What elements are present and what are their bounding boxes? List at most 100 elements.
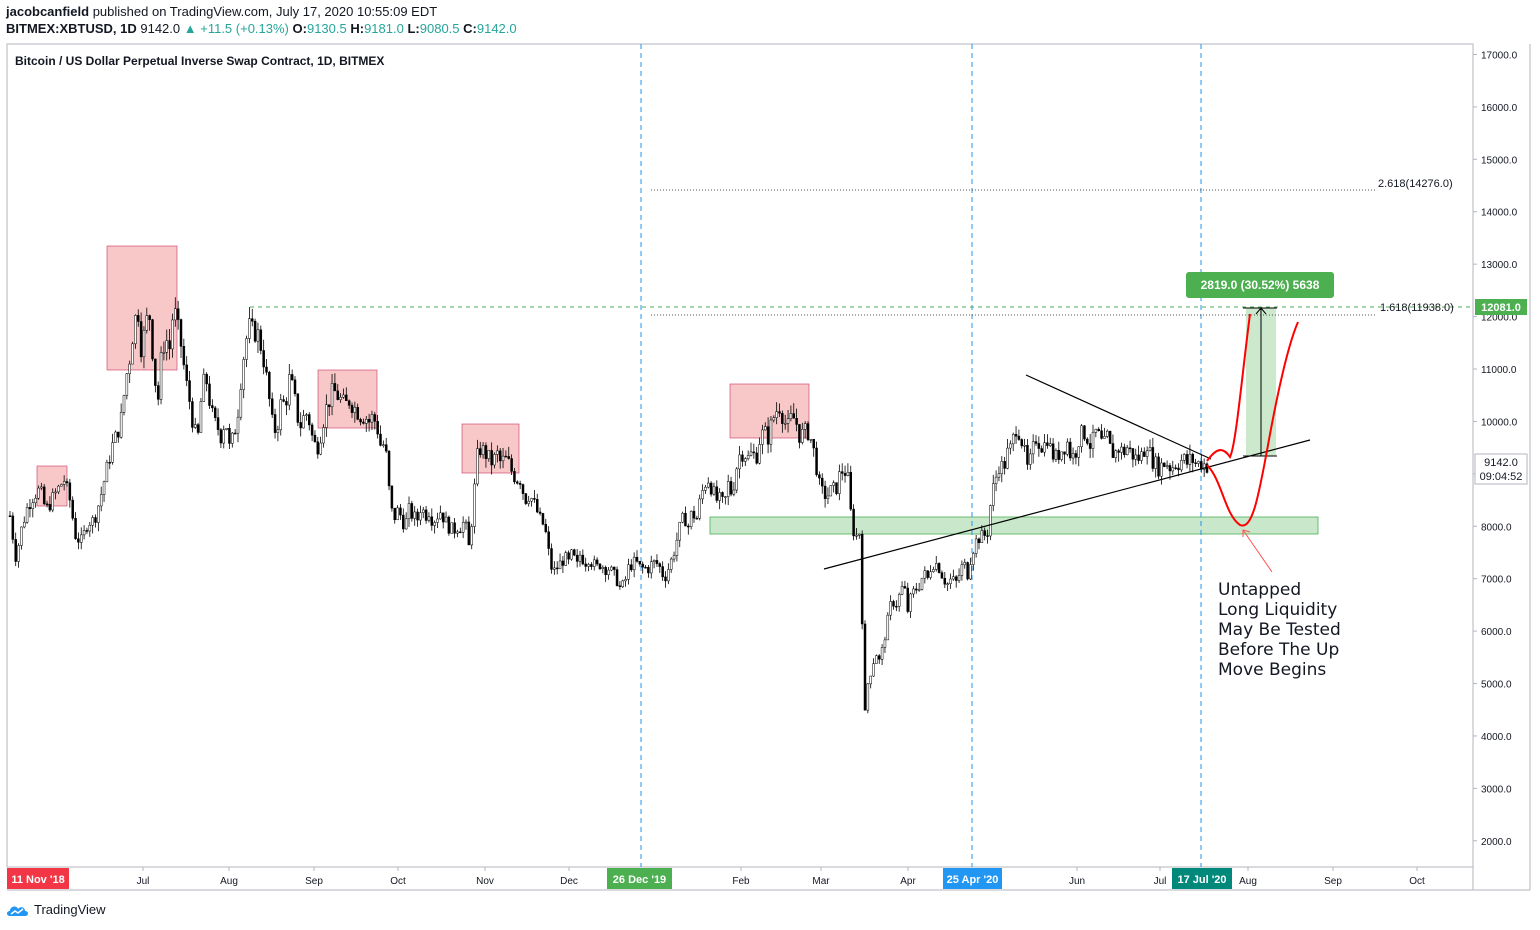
candle-body <box>513 471 516 483</box>
candle-body <box>102 481 106 495</box>
projection-path-dip <box>1206 321 1299 527</box>
candle-body <box>498 450 502 462</box>
candle-body <box>607 569 610 576</box>
date-marker-bg <box>1172 868 1232 889</box>
candle-body <box>23 521 26 528</box>
candle-body <box>376 421 379 435</box>
candle-body <box>114 431 117 443</box>
candle-body <box>781 412 784 424</box>
candle-body <box>80 534 83 543</box>
candle-body <box>228 428 231 444</box>
candle-body <box>219 429 223 444</box>
candle-body <box>148 315 151 320</box>
candle-body <box>1080 425 1083 448</box>
candle-body <box>809 438 813 441</box>
long-liquidity-zone <box>709 516 1319 535</box>
candle-body <box>1066 441 1069 455</box>
candle-body <box>578 554 582 562</box>
candle-body <box>91 517 94 526</box>
liquidity-note: Untapped Long Liquidity May Be Tested Be… <box>1218 580 1341 680</box>
candle-body <box>290 374 294 381</box>
candle-body <box>40 486 43 489</box>
candle-body <box>669 558 673 570</box>
candle-body <box>952 576 955 580</box>
candle-body <box>855 535 858 537</box>
y-tick-label: 17000.0 <box>1481 50 1518 61</box>
candle-body <box>131 343 134 365</box>
candle-body <box>858 533 861 536</box>
candle-body <box>1160 462 1163 477</box>
candle-body <box>17 545 20 562</box>
candle-body <box>1163 462 1166 467</box>
candle-body <box>550 548 553 570</box>
candle-body <box>1128 447 1132 450</box>
candle-body <box>159 352 163 400</box>
candle-body <box>362 421 365 424</box>
symbol-label[interactable]: BITMEX:XBTUSD, 1D <box>6 21 137 36</box>
author-name[interactable]: jacobcanfield <box>6 4 90 19</box>
price-tag-target-bg <box>1475 299 1527 315</box>
candle-body <box>356 407 359 420</box>
candle-body <box>436 518 439 523</box>
candle-body <box>347 400 351 406</box>
candle-body <box>430 516 434 526</box>
candle-body <box>336 390 339 400</box>
open-value: 9130.5 <box>306 21 347 36</box>
candle-body <box>618 585 622 587</box>
candle-body <box>695 517 699 520</box>
candle-body <box>932 569 935 572</box>
candle-body <box>575 554 579 562</box>
candle-body <box>293 379 297 395</box>
candle-body <box>974 538 978 554</box>
candles <box>8 297 1209 714</box>
candle-body <box>296 393 300 423</box>
candle-body <box>1111 443 1115 458</box>
candle-body <box>610 566 613 571</box>
candle-body <box>1029 453 1032 465</box>
candle-body <box>1088 443 1092 449</box>
candle-body <box>1120 446 1123 453</box>
brand-footer[interactable]: TradingView <box>6 902 106 917</box>
candle-body <box>601 567 605 569</box>
candle-body <box>390 485 394 509</box>
candle-body <box>231 432 234 444</box>
y-tick-label: 10000.0 <box>1481 417 1518 428</box>
candle-body <box>345 394 348 402</box>
candle-body <box>85 530 89 532</box>
candle-body <box>969 564 972 580</box>
measure-tool: 2819.0 (30.52%) 5638 <box>1186 272 1334 457</box>
candle-body <box>464 521 468 524</box>
candle-body <box>373 414 377 422</box>
candle-body <box>1017 435 1021 440</box>
candle-body <box>612 566 616 570</box>
candle-body <box>840 471 844 474</box>
candle-body <box>111 442 114 463</box>
candle-body <box>1009 443 1012 449</box>
candle-body <box>256 329 260 342</box>
candle-body <box>171 319 174 350</box>
projection-path-up <box>1206 313 1251 462</box>
candle-body <box>57 485 60 493</box>
high-label: H: <box>350 21 365 36</box>
candle-body <box>638 561 642 565</box>
candle-body <box>151 319 154 360</box>
candle-body <box>1026 445 1029 465</box>
candle-body <box>68 482 72 501</box>
candle-body <box>444 516 448 523</box>
candle-body <box>476 448 479 485</box>
candle-body <box>439 512 442 520</box>
candle-body <box>459 531 462 534</box>
candle-body <box>650 561 653 574</box>
candle-body <box>1020 439 1023 447</box>
candle-body <box>1188 453 1192 465</box>
candle-body <box>1103 436 1106 439</box>
candle-body <box>766 426 770 445</box>
y-tick-label: 7000.0 <box>1481 575 1512 586</box>
candle-body <box>37 487 40 499</box>
ascending-trendline <box>823 439 1311 570</box>
candle-body <box>852 508 855 537</box>
candle-body <box>1180 460 1183 471</box>
candle-body <box>641 563 644 568</box>
candle-body <box>632 556 636 571</box>
